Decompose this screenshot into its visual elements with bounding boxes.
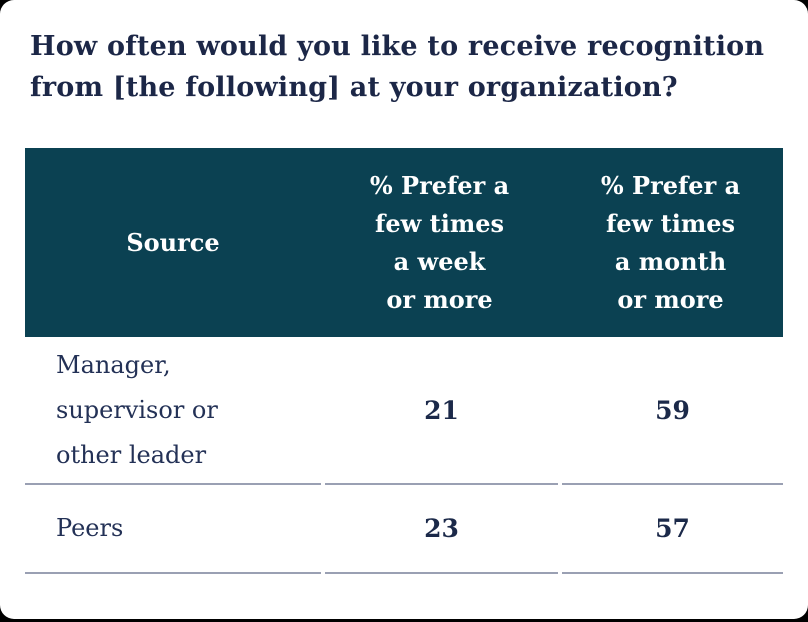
column-header-week: % Prefer a few times a week or more xyxy=(369,170,510,314)
value-peers-week: 23 xyxy=(325,485,558,574)
column-header-source: Source xyxy=(126,227,220,257)
column-header-month: % Prefer a few times a month or more xyxy=(600,170,741,314)
value-manager-month: 59 xyxy=(562,337,783,485)
table-row-peers: Peers 23 57 xyxy=(25,485,783,574)
recognition-preferences-table: Source % Prefer a few times a week or mo… xyxy=(25,148,783,574)
table-row-manager: Manager, supervisor or other leader 21 5… xyxy=(25,337,783,485)
table-header-row: Source % Prefer a few times a week or mo… xyxy=(25,148,783,337)
value-manager-week: 21 xyxy=(325,337,558,485)
row-label-manager: Manager, supervisor or other leader xyxy=(25,337,321,485)
row-label-peers: Peers xyxy=(25,485,321,574)
chart-title: How often would you like to receive reco… xyxy=(30,31,765,103)
value-peers-month: 57 xyxy=(562,485,783,574)
